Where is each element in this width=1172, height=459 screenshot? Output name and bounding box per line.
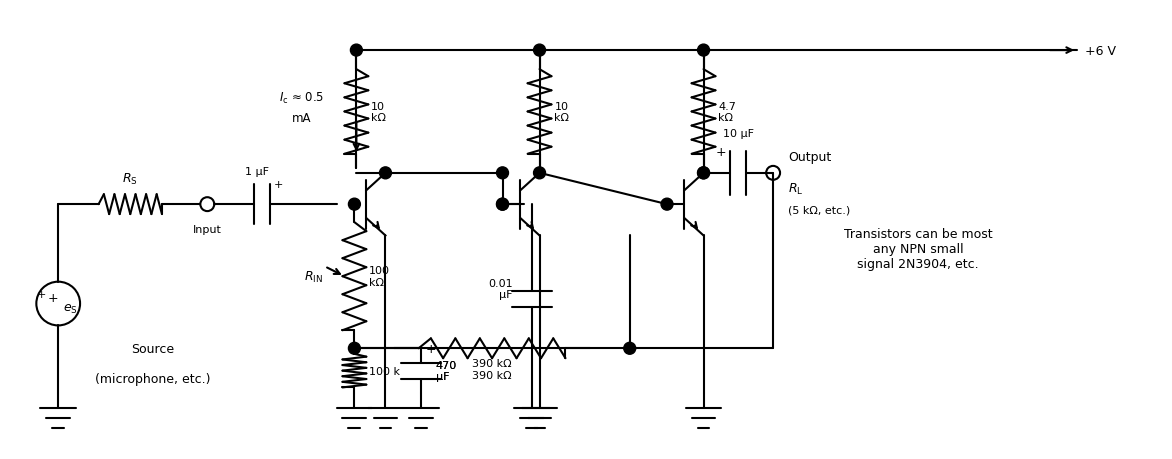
Text: $R_{\rm L}$: $R_{\rm L}$ xyxy=(788,181,804,196)
Text: +6 V: +6 V xyxy=(1085,45,1116,57)
Text: Transistors can be most
any NPN small
signal 2N3904, etc.: Transistors can be most any NPN small si… xyxy=(844,228,993,271)
Text: Input: Input xyxy=(193,224,222,235)
Circle shape xyxy=(348,199,360,211)
Text: $R_{\rm S}$: $R_{\rm S}$ xyxy=(122,172,138,187)
Text: 470
µF: 470 µF xyxy=(436,360,457,381)
Text: 10
kΩ: 10 kΩ xyxy=(554,101,570,123)
Text: 390 kΩ: 390 kΩ xyxy=(472,358,512,369)
Text: mA: mA xyxy=(292,112,312,125)
Text: +: + xyxy=(425,342,437,355)
Text: Output: Output xyxy=(788,151,831,163)
Circle shape xyxy=(533,168,545,179)
Circle shape xyxy=(697,168,709,179)
Text: +: + xyxy=(48,291,59,304)
Text: 10 µF: 10 µF xyxy=(723,129,754,139)
Text: 100 k: 100 k xyxy=(369,366,401,376)
Text: 10
kΩ: 10 kΩ xyxy=(372,101,387,123)
Text: $e_{\rm S}$: $e_{\rm S}$ xyxy=(63,302,79,315)
Circle shape xyxy=(380,168,391,179)
Circle shape xyxy=(533,45,545,57)
Text: 4.7
kΩ: 4.7 kΩ xyxy=(718,101,736,123)
Circle shape xyxy=(350,45,362,57)
Circle shape xyxy=(661,199,673,211)
Text: Source: Source xyxy=(131,342,175,355)
Text: +: + xyxy=(716,146,727,159)
Text: (5 kΩ, etc.): (5 kΩ, etc.) xyxy=(788,205,850,215)
Text: 0.01
µF: 0.01 µF xyxy=(488,278,512,300)
Text: +: + xyxy=(36,289,46,299)
Text: +: + xyxy=(274,180,284,190)
Text: 100
kΩ: 100 kΩ xyxy=(369,266,390,287)
Circle shape xyxy=(497,199,509,211)
Text: (microphone, etc.): (microphone, etc.) xyxy=(95,372,211,385)
Text: 1 µF: 1 µF xyxy=(245,167,270,177)
Circle shape xyxy=(624,342,635,354)
Circle shape xyxy=(497,199,509,211)
Text: $R_{\rm IN}$: $R_{\rm IN}$ xyxy=(304,269,322,284)
Circle shape xyxy=(697,168,709,179)
Text: $I_{\rm c}$ ≈ 0.5: $I_{\rm c}$ ≈ 0.5 xyxy=(279,91,325,106)
Text: 470
µF: 470 µF xyxy=(436,360,457,381)
Circle shape xyxy=(697,45,709,57)
Circle shape xyxy=(348,342,360,354)
Circle shape xyxy=(497,168,509,179)
Text: 390 kΩ: 390 kΩ xyxy=(472,370,512,381)
